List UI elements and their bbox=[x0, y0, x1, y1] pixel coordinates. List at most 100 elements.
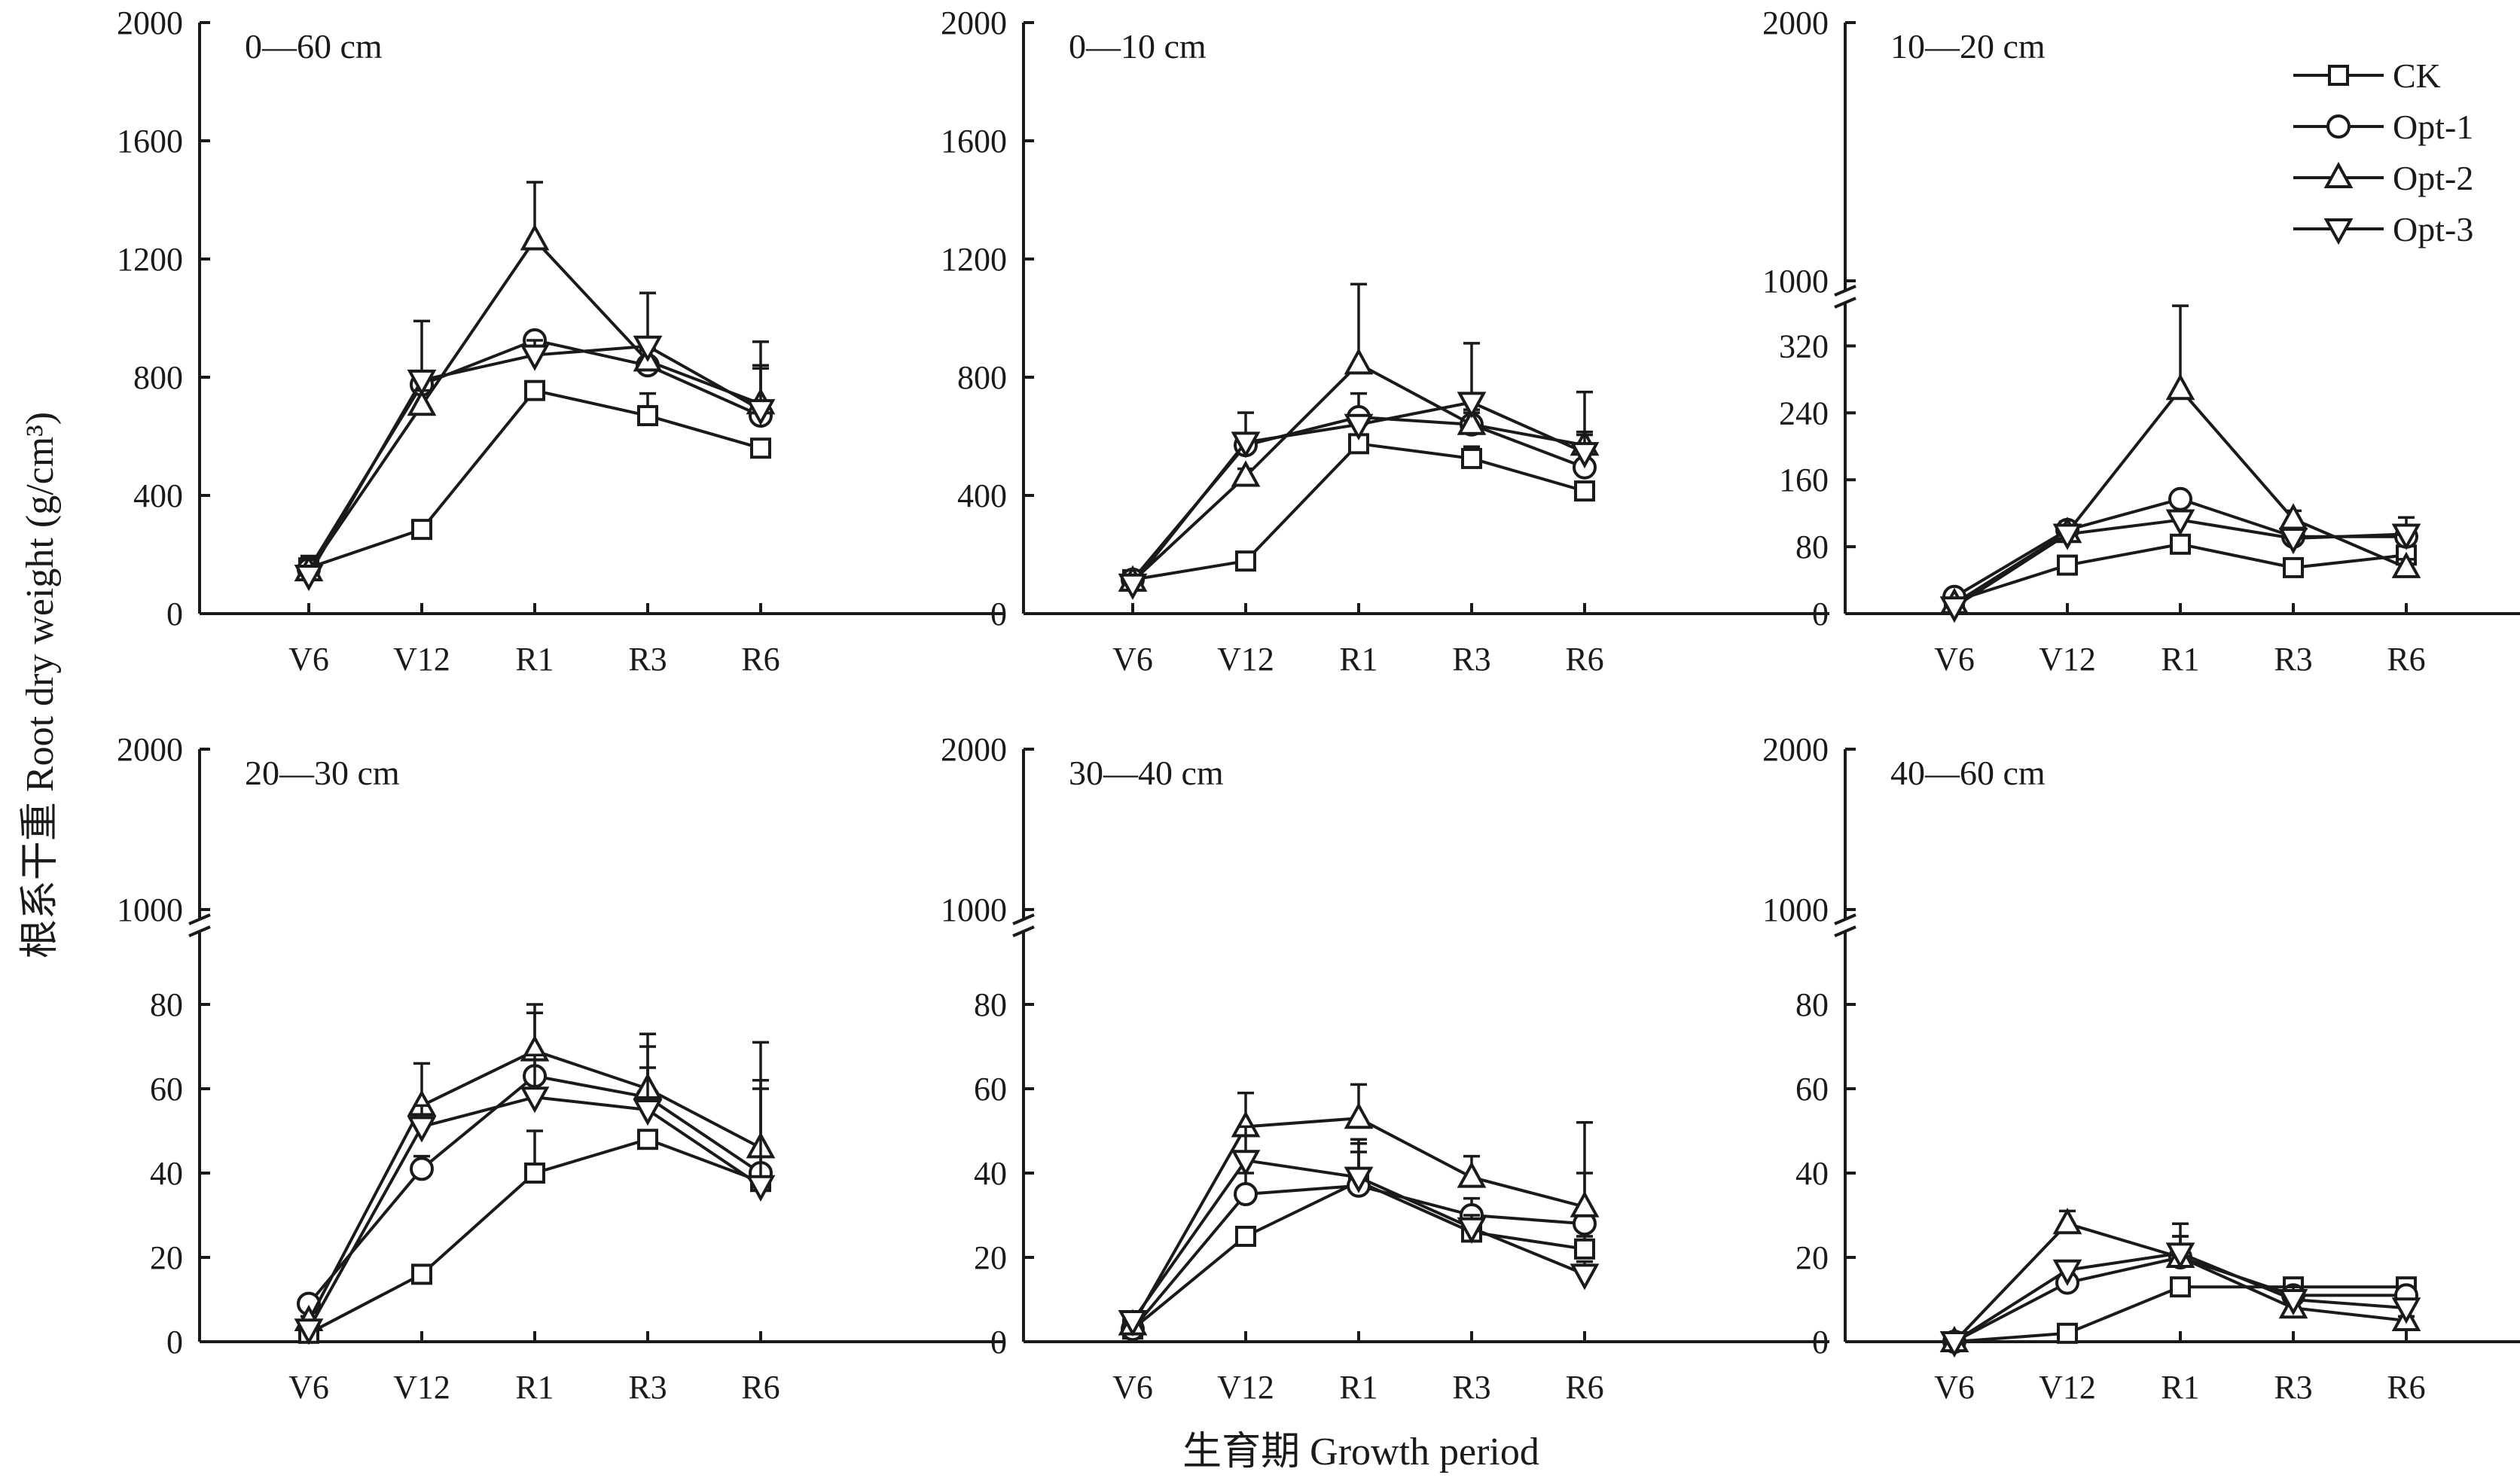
x-tick-label: R3 bbox=[1452, 641, 1490, 678]
axis-break-mark bbox=[188, 925, 211, 937]
panel-title: 0—10 cm bbox=[1069, 27, 1207, 66]
series-line bbox=[307, 238, 761, 572]
data-point bbox=[520, 224, 550, 251]
axes bbox=[1834, 23, 2520, 615]
panel-5: 0 20 40 60 80 1000 2000 V6 V12 R1 R3 R6 30—40 cm bbox=[941, 731, 1829, 1406]
y-tick-label: 1600 bbox=[941, 123, 1007, 160]
data-point bbox=[2057, 554, 2078, 576]
data-point bbox=[2165, 373, 2195, 401]
data-point bbox=[2278, 1289, 2308, 1316]
y-tick-label: 40 bbox=[1795, 1155, 1829, 1192]
y-tick-label: 1000 bbox=[1762, 263, 1829, 300]
y-tick-label: 400 bbox=[133, 477, 183, 514]
axes bbox=[198, 23, 1005, 615]
panel-6: 0 20 40 60 80 1000 2000 V6 V12 R1 R3 R6 40—60 cm bbox=[1762, 731, 2520, 1406]
series-opt-3 bbox=[1118, 342, 1600, 600]
axes bbox=[188, 749, 1005, 1343]
x-tick-label: R1 bbox=[1339, 641, 1377, 678]
x-tick-label: R1 bbox=[1339, 1369, 1377, 1406]
panel-title: 40—60 cm bbox=[1890, 754, 2046, 792]
y-tick-label: 1600 bbox=[117, 123, 183, 160]
data-point bbox=[2391, 1297, 2421, 1324]
panel-3: 0 80 160 240 320 1000 2000 V6 V12 R1 R3 R6 10—20 cm bbox=[1762, 5, 2520, 678]
axis-break-mark bbox=[188, 913, 211, 925]
panel-1: 0 400 800 1200 1600 2000 V6 V12 R1 R3 R6 0—60 cm bbox=[117, 5, 1005, 678]
series-ck bbox=[298, 1129, 771, 1344]
data-point bbox=[411, 519, 432, 541]
x-tick-label: V6 bbox=[1112, 1369, 1153, 1406]
legend-label: Opt-3 bbox=[2393, 210, 2473, 248]
data-point bbox=[746, 399, 776, 426]
y-tick-label: 0 bbox=[990, 596, 1007, 632]
y-tick-label: 80 bbox=[974, 986, 1007, 1023]
data-point bbox=[637, 1129, 658, 1150]
x-axis-title: 生育期 Growth period bbox=[1182, 1431, 1539, 1473]
data-point bbox=[2170, 1276, 2191, 1298]
data-point bbox=[1234, 1182, 1258, 1206]
x-tick-label: V12 bbox=[2039, 1369, 2096, 1406]
x-tick-label: V12 bbox=[393, 641, 450, 678]
y-tick-label: 800 bbox=[133, 359, 183, 396]
y-axis-title: 根系干重 Root dry weight (g/cm³) bbox=[19, 412, 62, 958]
legend-label: Opt-1 bbox=[2393, 108, 2473, 146]
data-point bbox=[1344, 1102, 1374, 1129]
data-point bbox=[1570, 1263, 1600, 1291]
data-point bbox=[1457, 1217, 1487, 1244]
y-tick-label: 0 bbox=[166, 1324, 183, 1361]
data-point bbox=[1574, 480, 1595, 502]
x-tick-label: R3 bbox=[1452, 1369, 1490, 1406]
x-tick-label: R1 bbox=[515, 1369, 554, 1406]
panel-title: 20—30 cm bbox=[245, 754, 400, 792]
legend-item-ck: CK bbox=[2293, 56, 2441, 95]
data-point bbox=[2052, 523, 2082, 550]
y-tick-label: 320 bbox=[1779, 328, 1829, 364]
data-point bbox=[1344, 348, 1374, 375]
data-point bbox=[1235, 550, 1256, 572]
series-opt-3 bbox=[1939, 509, 2421, 623]
y-tick-label: 1200 bbox=[941, 241, 1007, 278]
data-point bbox=[750, 437, 771, 459]
data-point bbox=[1457, 408, 1487, 435]
y-tick-label: 1000 bbox=[941, 891, 1007, 928]
x-tick-label: R1 bbox=[515, 641, 554, 678]
data-point bbox=[1457, 392, 1487, 419]
series-line bbox=[307, 338, 761, 571]
y-tick-label: 1200 bbox=[117, 241, 183, 278]
legend-item-opt-1: Opt-1 bbox=[2293, 108, 2473, 146]
data-point bbox=[633, 1099, 663, 1126]
x-tick-label: V6 bbox=[288, 641, 329, 678]
legend-marker bbox=[2323, 161, 2354, 188]
data-point bbox=[1461, 447, 1482, 469]
data-point bbox=[2165, 1242, 2195, 1269]
y-tick-label: 40 bbox=[150, 1155, 183, 1192]
axis-break-mark bbox=[1012, 913, 1035, 925]
y-tick-label: 40 bbox=[974, 1155, 1007, 1192]
series-opt-2 bbox=[1939, 304, 2421, 614]
y-tick-label: 2000 bbox=[117, 5, 183, 41]
data-point bbox=[2168, 486, 2192, 511]
legend-label: Opt-2 bbox=[2393, 159, 2473, 197]
y-tick-label: 80 bbox=[150, 986, 183, 1023]
y-tick-label: 20 bbox=[150, 1239, 183, 1276]
series-line bbox=[308, 389, 761, 570]
legend-item-opt-3: Opt-3 bbox=[2293, 210, 2473, 248]
y-tick-label: 800 bbox=[957, 359, 1007, 396]
axes bbox=[1022, 23, 1829, 615]
x-tick-label: R1 bbox=[2161, 1369, 2199, 1406]
axis-break-mark bbox=[1834, 925, 1856, 937]
axes bbox=[1012, 749, 1829, 1343]
legend-item-opt-2: Opt-2 bbox=[2293, 159, 2473, 197]
axis-break-mark bbox=[1834, 297, 1856, 309]
y-tick-label: 80 bbox=[1795, 529, 1829, 565]
data-point bbox=[2391, 551, 2421, 578]
data-point bbox=[1939, 596, 1969, 623]
axis-break-mark bbox=[1012, 925, 1035, 937]
data-point bbox=[1344, 1166, 1374, 1193]
y-tick-label: 2000 bbox=[1762, 731, 1829, 768]
y-tick-label: 0 bbox=[166, 596, 183, 632]
data-point bbox=[2165, 509, 2195, 536]
y-tick-label: 60 bbox=[150, 1071, 183, 1108]
x-tick-label: V12 bbox=[1217, 1369, 1274, 1406]
